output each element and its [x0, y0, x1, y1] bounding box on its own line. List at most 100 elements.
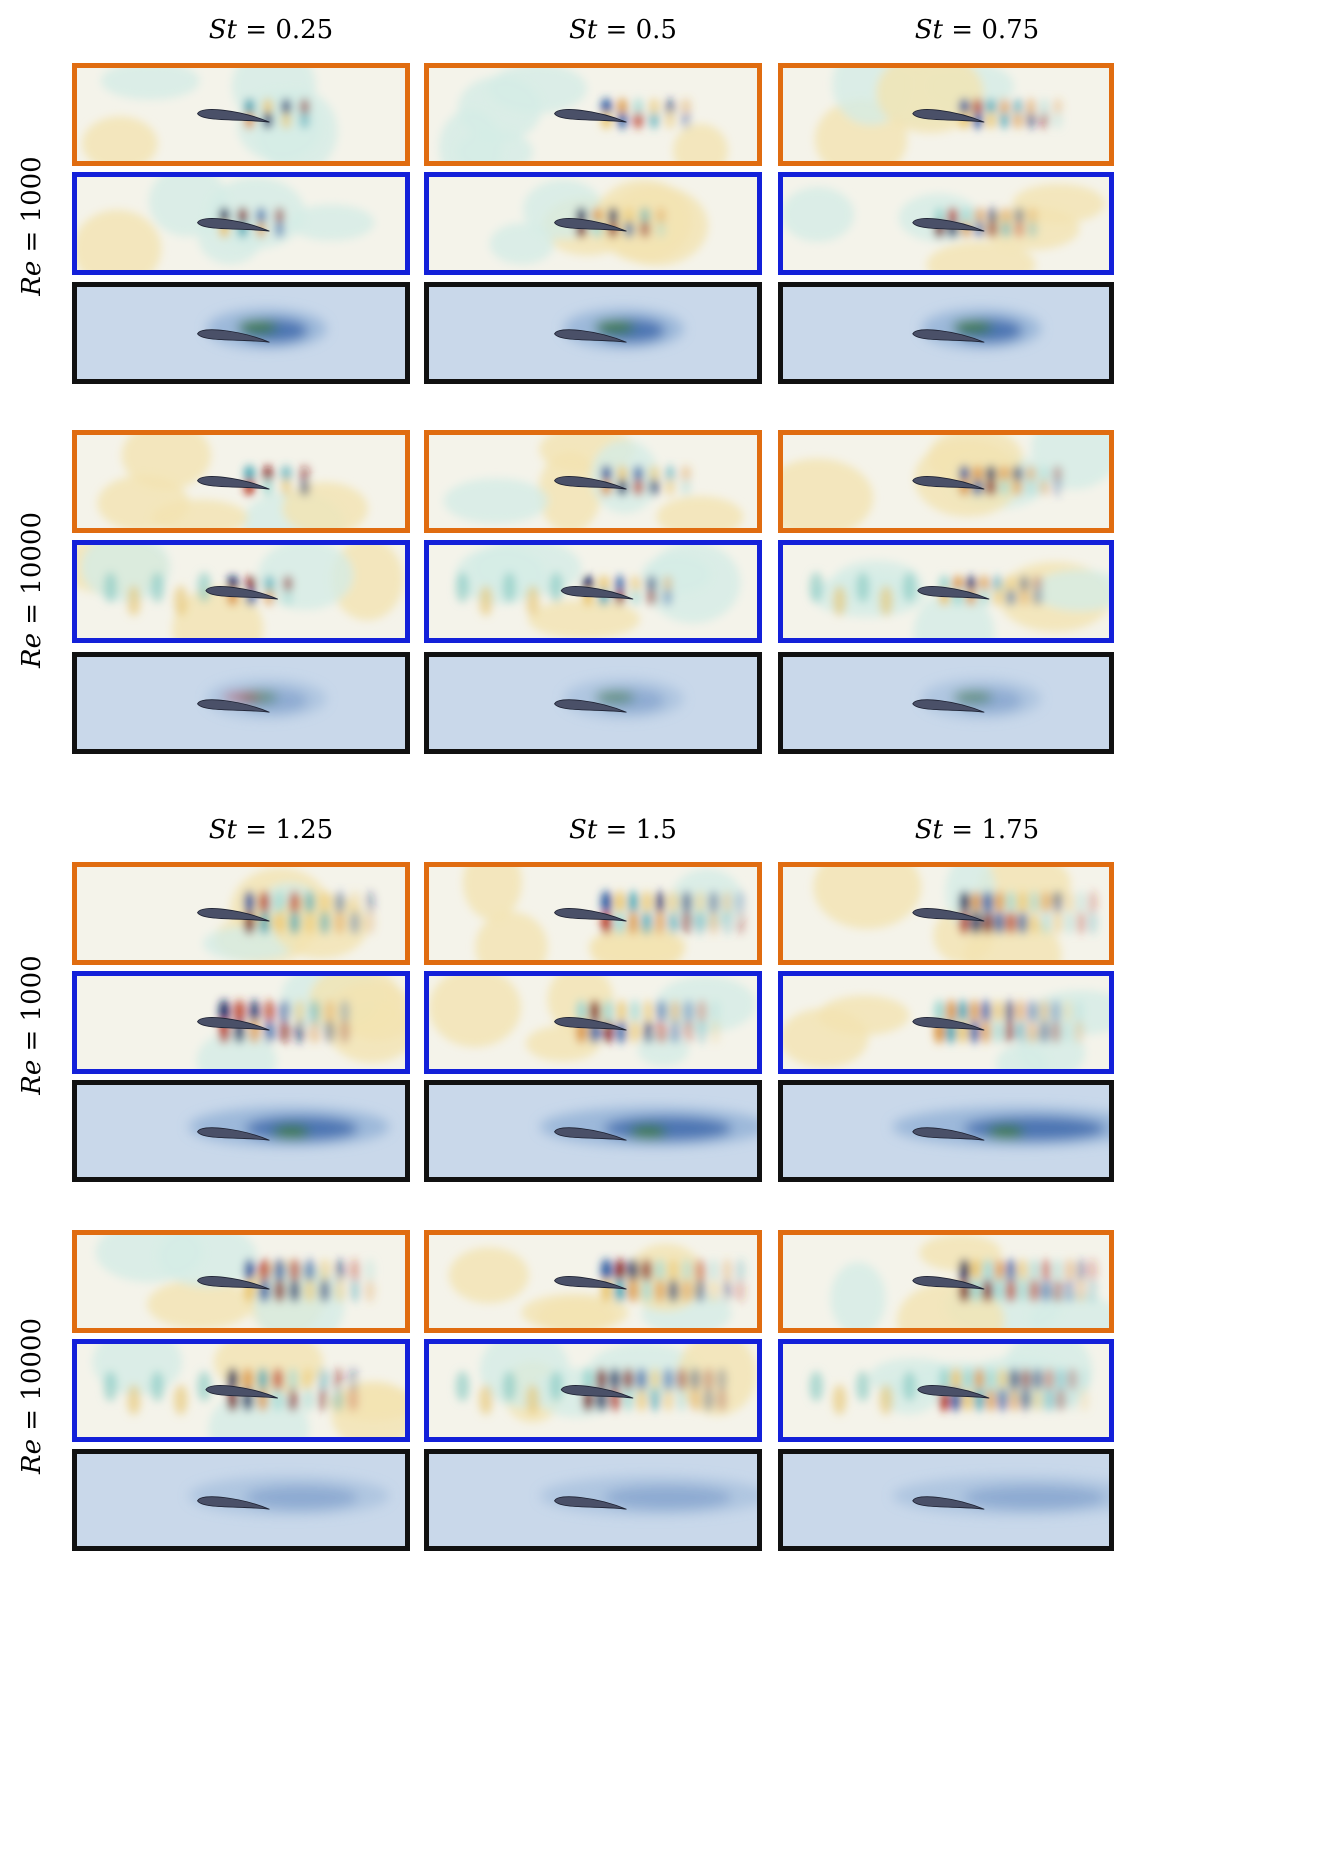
flow-field-image — [830, 1235, 1109, 1328]
blue-field-panel — [424, 172, 762, 275]
column-header: St = 1.75 — [914, 815, 1040, 845]
column-header: St = 1.25 — [208, 815, 334, 845]
flow-field-image — [196, 976, 405, 1069]
orange-field-panel — [424, 63, 762, 166]
black-field-panel — [72, 282, 410, 384]
row-label: Re = 1000 — [17, 955, 47, 1095]
airfoil-shape — [912, 218, 985, 232]
black-field-panel — [424, 282, 762, 384]
flow-field-image — [455, 545, 741, 638]
flow-field-image — [783, 183, 1105, 270]
flow-field-image — [539, 1475, 757, 1516]
airfoil-shape — [554, 699, 627, 713]
column-header: St = 0.5 — [569, 15, 677, 45]
flow-field-image — [554, 678, 684, 719]
row-label: Re = 1000 — [17, 156, 47, 296]
black-field-panel — [778, 1449, 1114, 1551]
airfoil-shape — [197, 1496, 270, 1510]
flow-field-image — [892, 1475, 1109, 1516]
airfoil-shape — [912, 1127, 985, 1141]
airfoil-shape — [917, 586, 990, 600]
airfoil-shape — [912, 1276, 985, 1290]
flow-field-image — [188, 1475, 390, 1516]
airfoil-shape — [554, 908, 627, 922]
column-header: St = 0.75 — [914, 15, 1040, 45]
black-field-panel — [424, 652, 762, 754]
flow-field-image — [197, 678, 327, 719]
airfoil-shape — [912, 476, 985, 490]
flow-field-image — [783, 990, 1109, 1069]
black-field-panel — [778, 1080, 1114, 1182]
airfoil-shape — [554, 1276, 627, 1290]
black-field-panel — [72, 1449, 410, 1551]
black-field-panel — [424, 1080, 762, 1182]
black-field-panel — [778, 652, 1114, 754]
airfoil-shape — [197, 699, 270, 713]
flow-field-image — [97, 435, 368, 528]
airfoil-shape — [912, 1017, 985, 1031]
flow-field-image — [912, 678, 1042, 719]
flow-field-image — [77, 177, 375, 270]
orange-field-panel — [72, 1230, 410, 1333]
flow-field-image — [455, 1344, 757, 1423]
flow-field-image — [813, 867, 1098, 960]
flow-field-image — [892, 1106, 1109, 1147]
black-field-panel — [72, 652, 410, 754]
column-header: St = 0.25 — [208, 15, 334, 45]
flow-field-image — [912, 308, 1042, 349]
blue-field-panel — [778, 1339, 1114, 1442]
black-field-panel — [778, 282, 1114, 384]
airfoil-shape — [197, 1017, 270, 1031]
flow-field-image — [429, 976, 756, 1067]
orange-field-panel — [778, 430, 1114, 533]
orange-field-panel — [424, 430, 762, 533]
airfoil-shape — [197, 1276, 270, 1290]
flow-field-image — [438, 68, 728, 161]
airfoil-shape — [554, 1496, 627, 1510]
airfoil-shape — [197, 1127, 270, 1141]
flow-field-image — [554, 308, 684, 349]
airfoil-shape — [912, 329, 985, 343]
orange-field-panel — [778, 862, 1114, 965]
orange-field-panel — [424, 1230, 762, 1333]
orange-field-panel — [778, 63, 1114, 166]
airfoil-shape — [912, 908, 985, 922]
flow-field-image — [489, 179, 709, 266]
airfoil-shape — [912, 109, 985, 123]
flow-field-image — [539, 1106, 757, 1147]
airfoil-shape — [197, 908, 270, 922]
flow-field-image — [448, 1243, 746, 1328]
flow-field-image — [82, 68, 338, 161]
blue-field-panel — [424, 1339, 762, 1442]
airfoil-shape — [197, 218, 270, 232]
black-field-panel — [72, 1080, 410, 1182]
airfoil-shape — [554, 476, 627, 490]
column-header: St = 1.5 — [569, 815, 677, 845]
flow-field-image — [814, 68, 1063, 161]
blue-field-panel — [72, 971, 410, 1074]
flow-field-image — [77, 545, 404, 638]
blue-field-panel — [424, 540, 762, 643]
airfoil-shape — [205, 1385, 278, 1399]
orange-field-panel — [424, 862, 762, 965]
airfoil-shape — [197, 476, 270, 490]
flow-field-image — [443, 435, 744, 528]
blue-field-panel — [72, 172, 410, 275]
row-label: Re = 10000 — [17, 1318, 47, 1474]
airfoil-shape — [912, 1496, 985, 1510]
flow-field-image — [783, 435, 1109, 528]
orange-field-panel — [72, 862, 410, 965]
airfoil-shape — [554, 218, 627, 232]
blue-field-panel — [424, 971, 762, 1074]
orange-field-panel — [72, 63, 410, 166]
flow-field-image — [188, 1106, 390, 1147]
blue-field-panel — [72, 1339, 410, 1442]
flow-field-image — [95, 1235, 375, 1328]
black-field-panel — [424, 1449, 762, 1551]
airfoil-shape — [912, 699, 985, 713]
blue-field-panel — [72, 540, 410, 643]
airfoil-shape — [554, 109, 627, 123]
airfoil-shape — [554, 1017, 627, 1031]
orange-field-panel — [72, 430, 410, 533]
flow-field-image — [197, 308, 327, 349]
